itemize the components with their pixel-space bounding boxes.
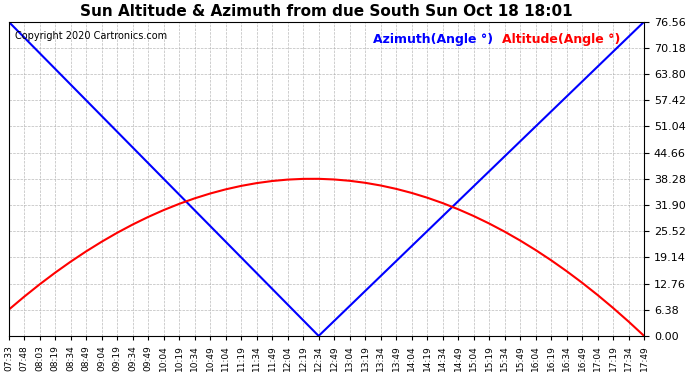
Legend: Azimuth(Angle °), Altitude(Angle °): Azimuth(Angle °), Altitude(Angle °) [366,28,625,51]
Text: Copyright 2020 Cartronics.com: Copyright 2020 Cartronics.com [15,31,167,41]
Title: Sun Altitude & Azimuth from due South Sun Oct 18 18:01: Sun Altitude & Azimuth from due South Su… [80,4,573,19]
